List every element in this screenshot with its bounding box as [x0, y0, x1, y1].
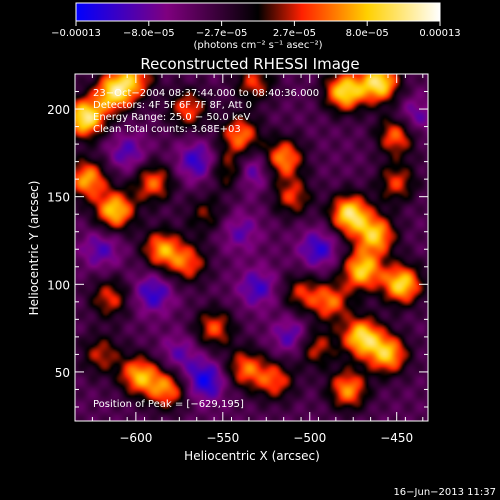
annotation-time-range: 23−Oct−2004 08:37:44.000 to 08:40:36.000: [93, 88, 319, 99]
colorbar-ticks: −0.00013 −8.0e−05 −2.7e−05 2.7e−05 8.0e−05 0.…: [51, 21, 461, 39]
y-tick-label: 50: [55, 366, 70, 380]
x-tick-label: −500: [293, 431, 326, 445]
y-tick-label: 150: [47, 191, 70, 205]
annotation-total-counts: Clean Total counts: 3.68E+03: [93, 124, 241, 135]
x-tick-label: −450: [380, 431, 413, 445]
annotation-energy-range: Energy Range: 25.0 − 50.0 keV: [93, 112, 250, 123]
heatmap-image: [75, 74, 428, 421]
annotation-detectors: Detectors: 4F 5F 6F 7F 8F, Att 0: [93, 100, 252, 111]
colorbar-tick-label: −2.7e−05: [196, 28, 248, 39]
colorbar: [75, 2, 441, 22]
colorbar-tick-label: −8.0e−05: [123, 28, 175, 39]
colorbar-tick-label: −0.00013: [51, 28, 101, 39]
y-tick-label: 200: [47, 103, 70, 117]
chart-title: Reconstructed RHESSI Image: [140, 55, 359, 73]
peak-position-label: Position of Peak = [−629,195]: [93, 399, 244, 410]
plot-frame: [74, 73, 429, 422]
colorbar-tick-label: 0.00013: [419, 28, 460, 39]
colorbar-unit-label: (photons cm⁻² s⁻¹ asec⁻²): [193, 40, 322, 51]
x-tick-label: −550: [206, 431, 239, 445]
heatmap-raster: [75, 74, 428, 421]
colorbar-tick-label: 8.0e−05: [346, 28, 389, 39]
colorbar-tick-label: 2.7e−05: [273, 28, 316, 39]
axis-ticks: −600 −550 −500 −450 50 100 150 200: [47, 74, 428, 445]
y-tick-label: 100: [47, 278, 70, 292]
y-axis-label: Heliocentric Y (arcsec): [27, 181, 41, 316]
x-tick-label: −600: [119, 431, 152, 445]
x-axis-label: Heliocentric X (arcsec): [184, 449, 320, 463]
footer-timestamp: 16−Jun−2013 11:37: [393, 487, 496, 498]
